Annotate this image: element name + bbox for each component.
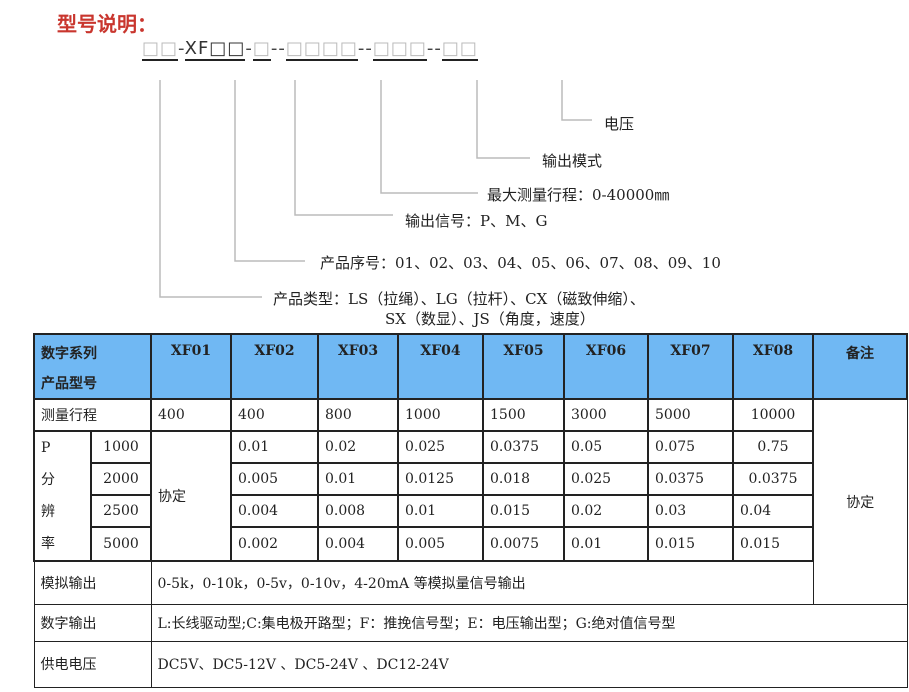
cell: 0.004: [230, 494, 319, 528]
label-output-mode: 输出模式: [542, 152, 603, 170]
cell: 0.004: [317, 526, 399, 562]
code-serial: XF□□: [184, 38, 246, 61]
leader-serial: [234, 80, 305, 262]
cell: 0.75: [732, 430, 814, 464]
table-row-res: 5000 0.002 0.004 0.005 0.0075 0.01 0.015…: [34, 526, 907, 562]
code-voltage: □□: [441, 38, 478, 61]
cell: 1000: [397, 398, 484, 432]
cell: 5000: [647, 398, 734, 432]
header-model: XF08: [732, 333, 814, 400]
digital-output-value: L:长线驱动型;C:集电极开路型；F：推挽信号型；E：电压输出型；G:绝对值信号…: [150, 603, 908, 642]
leader-type: [159, 80, 262, 298]
cell: 0.0075: [482, 526, 565, 562]
code-sep: -: [178, 38, 185, 59]
header-model: XF04: [397, 333, 484, 400]
cell: 0.005: [230, 462, 319, 496]
cell: 0.02: [563, 494, 649, 528]
label-type-1: 产品类型：LS（拉绳）、LG（拉杆）、CX（磁致伸缩）、: [273, 290, 645, 308]
header-model-label: 数字系列 产品型号: [33, 333, 152, 400]
spec-table: 数字系列 产品型号 XF01 XF02 XF03 XF04 XF05 XF06 X…: [33, 333, 908, 688]
p-value: 2500: [90, 494, 152, 528]
table-row-res: 2000 0.005 0.01 0.0125 0.018 0.025 0.037…: [34, 462, 907, 496]
header-model: XF01: [150, 333, 232, 400]
leader-output-signal: [294, 80, 393, 216]
header-model: XF02: [230, 333, 319, 400]
table-row-power: 供电电压 DC5V、DC5-12V 、DC5-24V 、DC12-24V: [33, 640, 908, 688]
code-sep: --: [357, 38, 373, 59]
leader-max-stroke: [380, 80, 478, 194]
label-type-2: SX（数显）、JS（角度，速度）: [385, 310, 595, 328]
cell: 1500: [482, 398, 565, 432]
cell: 0.05: [563, 430, 649, 464]
cell: 0.0125: [397, 462, 484, 496]
cell: 0.01: [317, 462, 399, 496]
remark-cell: 协定: [812, 398, 908, 605]
table-row-analog: 模拟输出 0-5k，0-10k，0-5v，0-10v，4-20mA 等模拟量信号…: [33, 560, 907, 605]
row-label: 数字输出: [33, 603, 152, 642]
cell: 0.015: [647, 526, 734, 562]
cell: 0.01: [230, 430, 319, 464]
header-remark: 备注: [812, 333, 908, 400]
row-label: 测量行程: [33, 398, 152, 432]
cell: 0.03: [647, 494, 734, 528]
cell: 400: [150, 398, 232, 432]
leader-lines: [159, 80, 592, 298]
label-max-stroke: 最大测量行程：0-40000㎜: [487, 186, 670, 204]
cell: 0.01: [397, 494, 484, 528]
code-signal: □: [252, 38, 271, 61]
cell: 0.015: [482, 494, 565, 528]
p-value: 5000: [90, 526, 152, 562]
cell: 0.02: [317, 430, 399, 464]
header-model: XF05: [482, 333, 565, 400]
cell: 0.008: [317, 494, 399, 528]
cell: 10000: [732, 398, 814, 432]
header-model: XF07: [647, 333, 734, 400]
section-title: 型号说明：: [57, 12, 157, 36]
cell: 0.002: [230, 526, 319, 562]
analog-output-value: 0-5k，0-10k，0-5v，0-10v，4-20mA 等模拟量信号输出: [150, 560, 814, 605]
power-value: DC5V、DC5-12V 、DC5-24V 、DC12-24V: [150, 640, 908, 688]
p-value: 1000: [90, 430, 152, 464]
label-serial: 产品序号：01、02、03、04、05、06、07、08、09、10: [320, 254, 721, 272]
cell: 0.018: [482, 462, 565, 496]
label-voltage: 电压: [604, 115, 635, 133]
table-row-digital: 数字输出 L:长线驱动型;C:集电极开路型；F：推挽信号型；E：电压输出型；G:…: [33, 603, 908, 642]
cell: 0.025: [397, 430, 484, 464]
cell: 800: [317, 398, 399, 432]
leader-output-mode: [476, 80, 530, 159]
table-row-stroke: 测量行程 400 400 800 1000 1500 3000 5000 100…: [33, 398, 908, 605]
code-sep: --: [426, 38, 442, 59]
code-type: □□: [142, 38, 179, 61]
cell: 0.01: [563, 526, 649, 562]
row-label: 模拟输出: [33, 560, 152, 605]
cell: 0.0375: [732, 462, 814, 496]
code-sep: -: [245, 38, 253, 59]
cell: 0.0375: [482, 430, 565, 464]
xf01-resolution: 协定: [150, 430, 232, 562]
cell: 0.025: [563, 462, 649, 496]
cell: 0.0375: [647, 462, 734, 496]
code-mode: □□□: [372, 38, 427, 61]
leader-voltage: [561, 80, 592, 121]
cell: 0.015: [732, 526, 814, 562]
cell: 0.075: [647, 430, 734, 464]
model-code-pattern: □□-XF□□-□--□□□□--□□□--□□: [142, 38, 478, 61]
label-output-signal: 输出信号：P、M、G: [405, 212, 548, 230]
header-model: XF06: [563, 333, 649, 400]
cell: 3000: [563, 398, 649, 432]
cell: 0.005: [397, 526, 484, 562]
cell: 400: [230, 398, 319, 432]
p-value: 2000: [90, 462, 152, 496]
row-label: 供电电压: [33, 640, 152, 688]
table-row-res: 2500 0.004 0.008 0.01 0.015 0.02 0.03 0.…: [34, 494, 907, 528]
header-model: XF03: [317, 333, 399, 400]
code-sep: --: [270, 38, 286, 59]
code-stroke: □□□□: [285, 38, 358, 61]
cell: 0.04: [732, 494, 814, 528]
